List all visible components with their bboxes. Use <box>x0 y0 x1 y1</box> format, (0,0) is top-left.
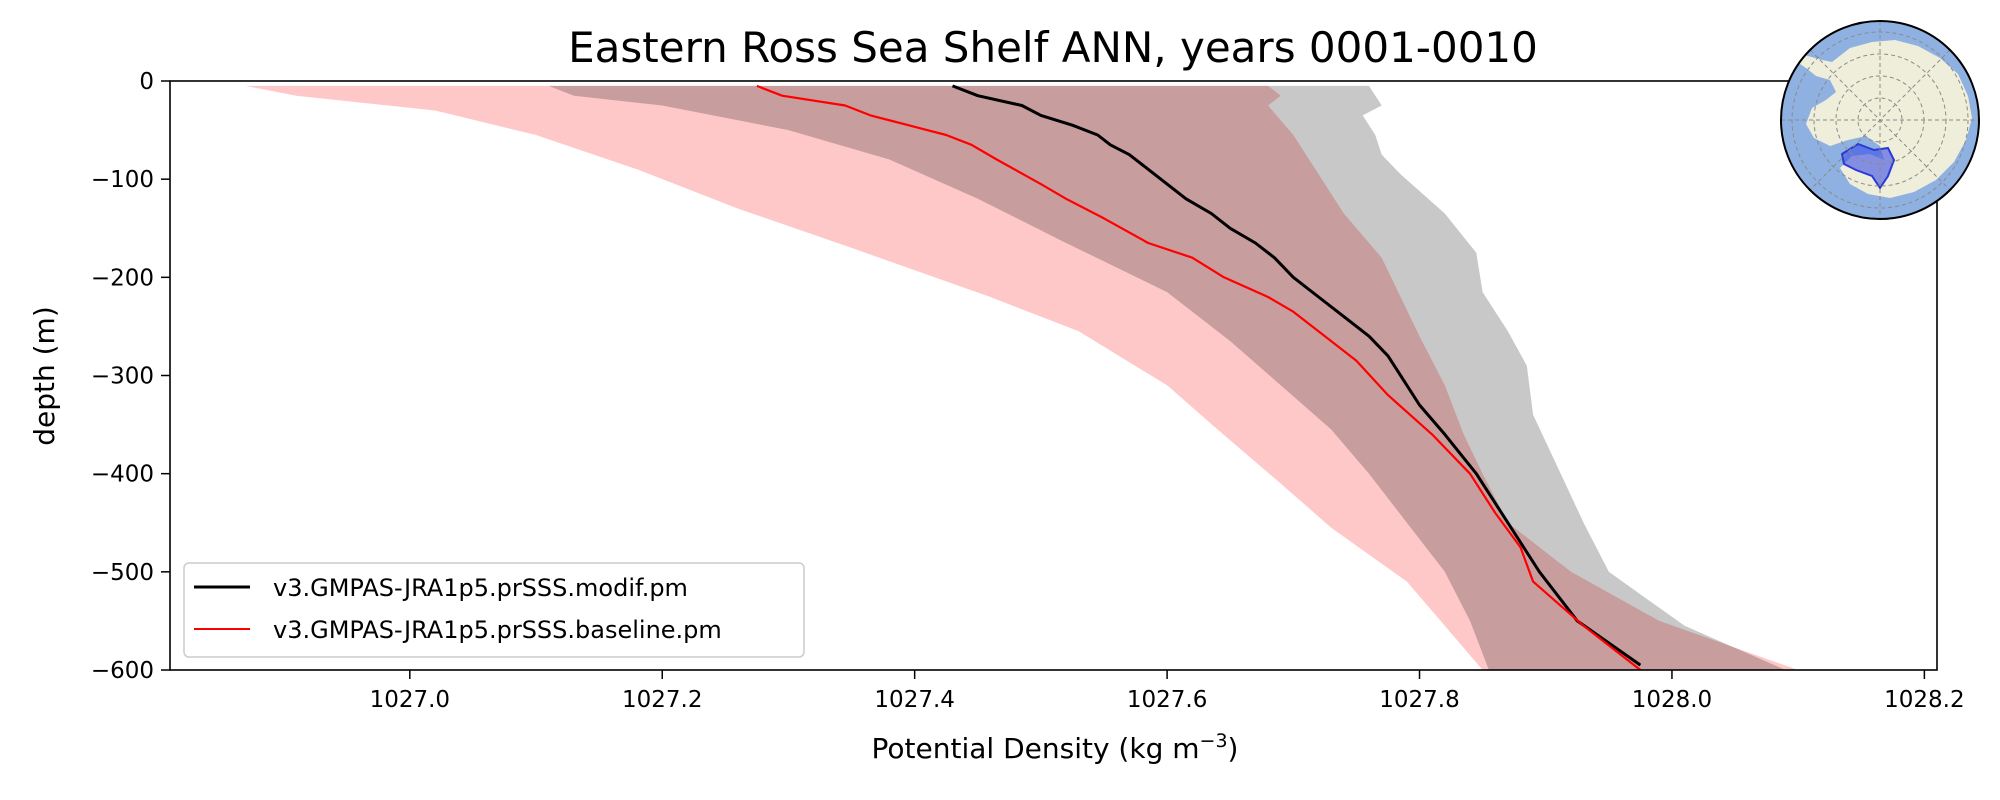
x-axis-label-main: Potential Density (kg m <box>872 732 1200 765</box>
x-tick-label: 1027.0 <box>370 687 450 713</box>
series-line-modif <box>951 84 1642 667</box>
antarctica-landmass <box>1790 40 1972 198</box>
x-tick-label: 1027.8 <box>1379 687 1459 713</box>
legend-box <box>183 562 805 658</box>
plot-area <box>245 84 1799 670</box>
y-axis: 0 −100 −200 −300 −400 −500 −600 <box>91 69 170 684</box>
x-tick-label: 1028.0 <box>1632 687 1712 713</box>
chart-title: Eastern Ross Sea Shelf ANN, years 0001-0… <box>568 23 1538 72</box>
x-axis: 1027.0 1027.2 1027.4 1027.6 1027.8 1028.0 1028… <box>370 670 1965 713</box>
inset-map-border <box>1780 20 1980 220</box>
y-tick-label: −500 <box>91 560 154 586</box>
x-axis-label-superscript: −3 <box>1200 730 1228 752</box>
y-tick-label: −400 <box>91 462 154 488</box>
legend: v3.GMPAS-JRA1p5.prSSS.modif.pm v3.GMPAS-… <box>183 562 805 658</box>
inset-map <box>1780 20 1980 220</box>
y-tick-label: −300 <box>91 364 154 390</box>
y-tick-label: 0 <box>139 69 154 95</box>
graticule <box>1781 21 1979 219</box>
ross-shelf-region-outline <box>1840 142 1896 190</box>
legend-label-modif: v3.GMPAS-JRA1p5.prSSS.modif.pm <box>273 574 688 602</box>
x-tick-label: 1027.6 <box>1127 687 1207 713</box>
y-tick-label: −600 <box>91 658 154 684</box>
y-tick-label: −200 <box>91 265 154 291</box>
x-tick-label: 1028.2 <box>1884 687 1964 713</box>
x-tick-label: 1027.4 <box>874 687 954 713</box>
x-axis-label: Potential Density (kg m−3) <box>872 730 1239 765</box>
x-tick-label: 1027.2 <box>622 687 702 713</box>
x-axis-label-end: ) <box>1228 732 1239 765</box>
y-tick-label: −100 <box>91 167 154 193</box>
series-line-baseline <box>756 84 1642 670</box>
spread-band-baseline <box>245 85 1799 670</box>
y-axis-label: depth (m) <box>28 306 61 446</box>
legend-label-baseline: v3.GMPAS-JRA1p5.prSSS.baseline.pm <box>273 616 722 644</box>
